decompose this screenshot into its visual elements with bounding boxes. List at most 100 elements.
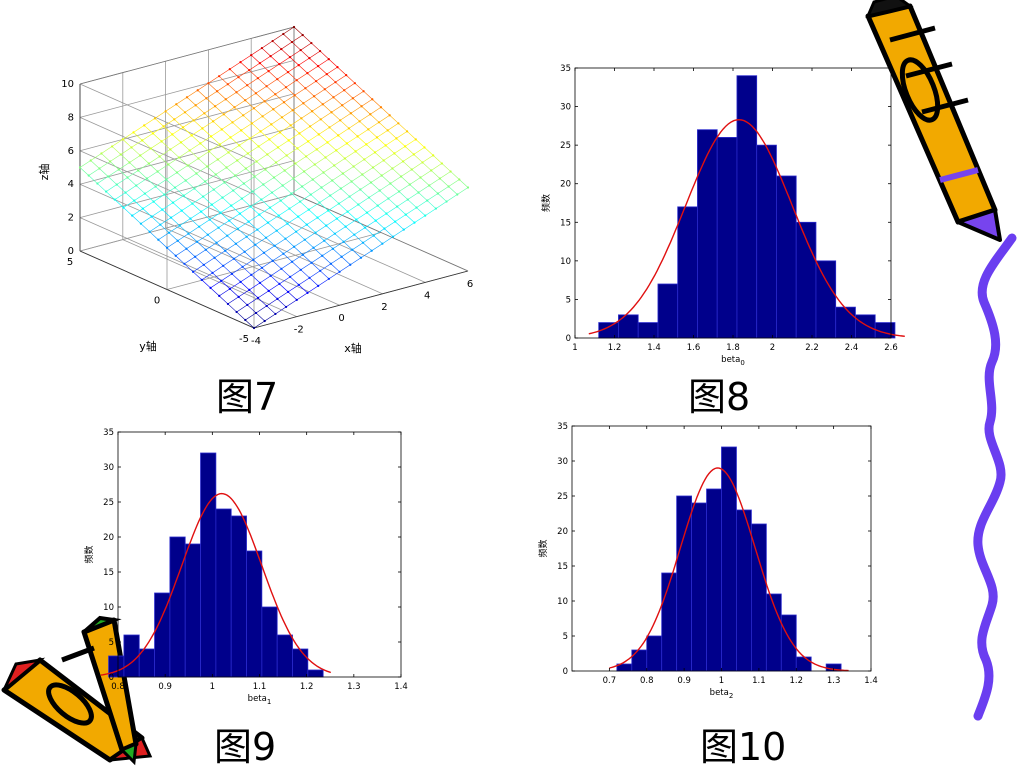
mesh-line [114,192,126,200]
mesh-point [330,111,333,114]
mesh-line [240,61,250,71]
mesh-point [292,25,296,29]
mesh-line [291,254,303,263]
mesh-point [208,218,211,221]
mesh-line [303,103,313,112]
mesh-line [403,222,415,230]
mesh-line [131,215,142,224]
mesh-line [315,80,326,90]
mesh-line [309,119,321,127]
mesh-line [439,178,449,187]
mesh-line [289,49,301,58]
mesh-line [216,242,226,251]
mesh-point [378,189,381,192]
y-tick-label: -5 [239,334,249,345]
mesh-point [183,262,186,265]
mesh-line [284,163,296,171]
mesh-line [214,106,225,115]
mesh-line [227,303,237,313]
mesh-line [263,252,273,261]
mesh-line [269,132,281,140]
normal-fit-curve [609,467,849,672]
mesh-line [368,122,380,130]
mesh-point [280,47,283,51]
mesh-line [164,187,176,195]
mesh-line [390,183,400,192]
mesh-point [404,213,407,216]
mesh-line [270,268,282,277]
mesh-line [324,88,334,98]
mesh-point [278,131,282,134]
mesh-point [293,245,296,248]
mesh-line [105,184,117,192]
mesh-point [192,119,195,122]
mesh-line [315,73,327,82]
mesh-line [264,101,274,110]
mesh-point [320,186,323,189]
mesh-point [98,167,101,170]
mesh-line [346,136,358,144]
mesh-point [362,90,365,93]
mesh-point [222,264,225,267]
mesh-point [269,55,272,58]
mesh-line [200,136,212,144]
mesh-line [392,168,402,177]
mesh-line [226,160,238,168]
mesh-line [345,74,356,84]
mesh-line [240,281,250,291]
mesh-line [336,218,346,227]
mesh-line [295,224,307,232]
mesh-point [89,159,92,162]
mesh-point [250,273,253,276]
mesh-line [243,176,255,184]
y-tick-label: 0 [563,667,568,677]
mesh-line [343,89,354,99]
mesh-point [406,130,409,133]
mesh-point [282,32,285,36]
mesh-line [281,117,291,126]
mesh-line [221,129,231,138]
mesh-line [133,200,144,209]
mesh-point [291,109,294,112]
mesh-line [312,172,324,180]
mesh-point [284,86,288,89]
mesh-line [196,234,208,242]
mesh-point [173,186,177,189]
mesh-line [229,68,239,78]
mesh-line [366,137,378,145]
mesh-line [217,152,229,160]
mesh-line [427,193,439,201]
mesh-line [116,177,128,185]
mesh-line [376,130,388,138]
mesh-line [195,105,205,114]
mesh-line [287,71,297,81]
mesh-line [144,193,154,202]
mesh-line [194,181,206,189]
mesh-point [175,103,178,106]
mesh-line [337,66,347,76]
y-axis-label: 频数 [537,539,549,557]
mesh-line [270,275,280,285]
mesh-point [335,149,338,152]
mesh-line [394,221,405,230]
mesh-point [327,209,330,212]
mesh-point [148,230,151,233]
mesh-line [341,256,351,265]
mesh-point [400,175,403,178]
mesh-line [279,63,289,73]
mesh-line [206,90,218,99]
mesh-line [146,178,156,187]
mesh-line [268,283,280,292]
mesh-line [418,185,430,193]
mesh-point [250,122,253,125]
mesh-point [193,187,196,190]
mesh-line [345,219,357,227]
mesh-point [286,222,289,225]
mesh-line [163,119,175,127]
mesh-point [221,196,224,199]
mesh-point [262,251,266,254]
mesh-line [160,224,170,233]
mesh-point [111,145,114,148]
mesh-line [234,99,246,108]
mesh-line [281,268,291,278]
